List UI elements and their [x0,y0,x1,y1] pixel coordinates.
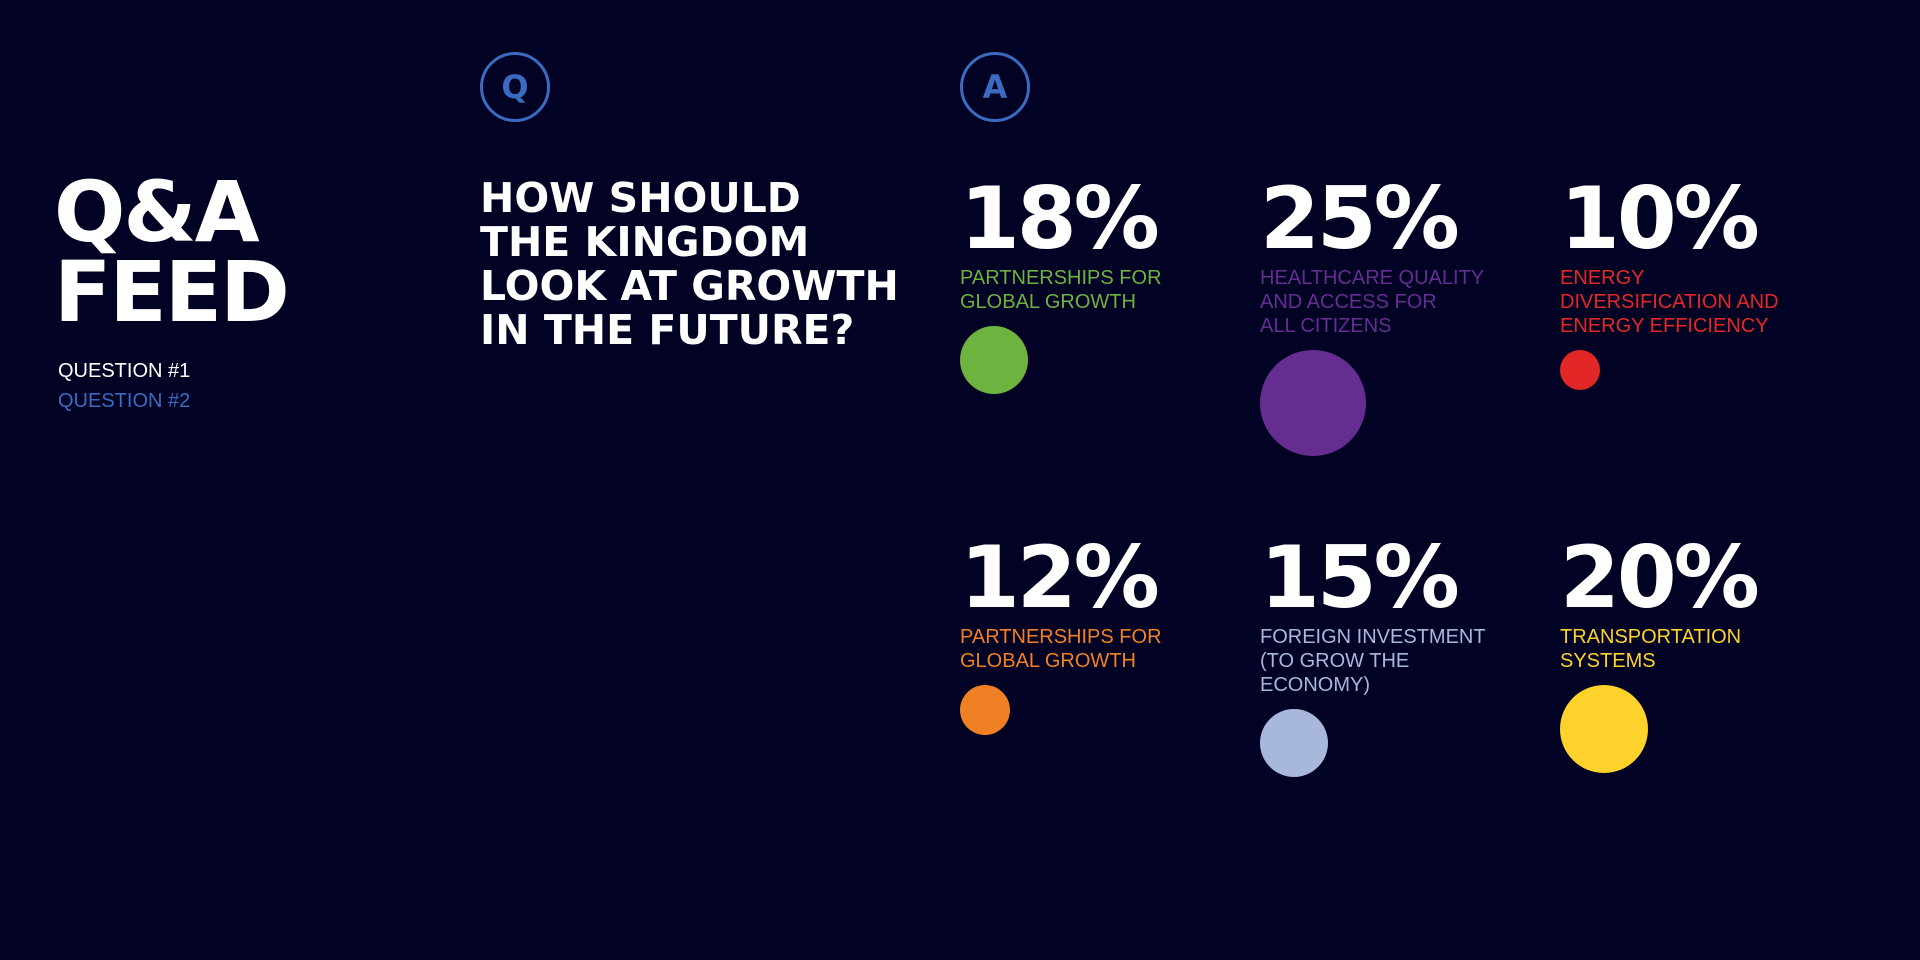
answer-label: FOREIGN INVESTMENT (TO GROW THE ECONOMY) [1260,625,1550,697]
question-nav: QUESTION #1 QUESTION #2 [58,356,190,416]
question-line: LOOK AT GROWTH [480,262,899,310]
answer-percent: 20% [1560,528,1760,628]
question-2-link[interactable]: QUESTION #2 [58,390,191,412]
answer-badge: A [960,52,1030,122]
answer-label-line: (TO GROW THE [1260,650,1410,672]
answer-label-line: SYSTEMS [1560,650,1656,672]
question-text: HOW SHOULD THE KINGDOM LOOK AT GROWTH IN… [480,176,900,352]
answer-label-line: GLOBAL GROWTH [960,291,1136,313]
answer-circle [960,326,1028,394]
page-title: Q&A FEED [54,163,290,341]
answer-card: 10% ENERGY DIVERSIFICATION AND ENERGY EF… [1560,176,1850,390]
answer-label-line: AND ACCESS FOR [1260,291,1437,313]
answer-circle [1260,350,1366,456]
answer-label: TRANSPORTATION SYSTEMS [1560,625,1850,673]
answer-label-line: HEALTHCARE QUALITY [1260,267,1485,289]
question-badge: Q [480,52,550,122]
answer-percent: 12% [960,528,1160,628]
answer-circle [1560,685,1648,773]
answer-label-line: ENERGY EFFICIENCY [1560,315,1769,337]
answer-card: 20% TRANSPORTATION SYSTEMS [1560,535,1850,773]
answer-card: 12% PARTNERSHIPS FOR GLOBAL GROWTH [960,535,1250,735]
answer-percent: 25% [1260,169,1460,269]
question-line: THE KINGDOM [480,218,810,266]
question-line: IN THE FUTURE? [480,306,855,354]
answer-card: 25% HEALTHCARE QUALITY AND ACCESS FOR AL… [1260,176,1550,456]
answer-label-line: TRANSPORTATION [1560,626,1742,648]
answer-label-line: PARTNERSHIPS FOR [960,626,1162,648]
answer-label-line: PARTNERSHIPS FOR [960,267,1162,289]
answer-label-line: ALL CITIZENS [1260,315,1392,337]
answer-card: 18% PARTNERSHIPS FOR GLOBAL GROWTH [960,176,1250,394]
page-title-line: FEED [54,243,290,341]
answer-percent: 18% [960,169,1160,269]
answer-label: PARTNERSHIPS FOR GLOBAL GROWTH [960,266,1250,314]
answer-label: ENERGY DIVERSIFICATION AND ENERGY EFFICI… [1560,266,1850,338]
answer-label-line: ENERGY [1560,267,1645,289]
answer-circle [1260,709,1328,777]
answer-label-line: GLOBAL GROWTH [960,650,1136,672]
answer-card: 15% FOREIGN INVESTMENT (TO GROW THE ECON… [1260,535,1550,777]
answer-percent: 10% [1560,169,1760,269]
answer-circle [1560,350,1600,390]
answer-circle [960,685,1010,735]
question-1-link[interactable]: QUESTION #1 [58,360,191,382]
answer-label: PARTNERSHIPS FOR GLOBAL GROWTH [960,625,1250,673]
question-line: HOW SHOULD [480,174,801,222]
answer-label: HEALTHCARE QUALITY AND ACCESS FOR ALL CI… [1260,266,1550,338]
answer-label-line: ECONOMY) [1260,674,1370,696]
answer-label-line: FOREIGN INVESTMENT [1260,626,1486,648]
page-title-line: Q&A [54,163,260,261]
answer-label-line: DIVERSIFICATION AND [1560,291,1779,313]
answer-percent: 15% [1260,528,1460,628]
